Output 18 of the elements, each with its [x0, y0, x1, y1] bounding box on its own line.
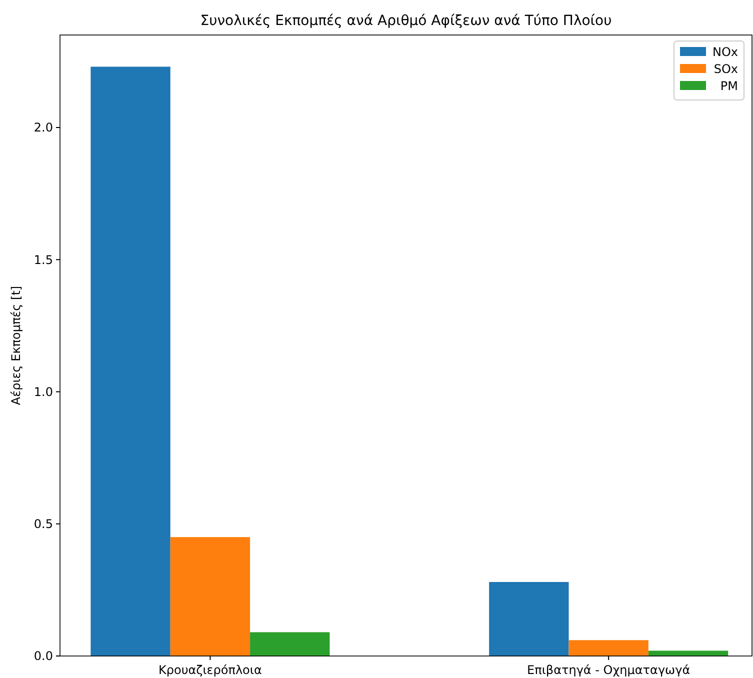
legend-label: PM: [720, 79, 738, 94]
bar: [568, 640, 648, 656]
chart-title: Συνολικές Εκπομπές ανά Αριθμό Αφίξεων ανά Τύπο Πλοίου: [200, 13, 612, 29]
y-tick-label: 1.5: [34, 252, 53, 267]
bar: [648, 650, 728, 656]
legend-label: NOx: [712, 45, 738, 60]
y-tick-label: 1.0: [34, 384, 53, 399]
bar: [90, 66, 170, 656]
x-tick-label: Κρουαζιερόπλοια: [158, 663, 262, 677]
bar: [489, 582, 569, 656]
bar: [170, 537, 250, 656]
y-tick-label: 2.0: [34, 120, 53, 135]
legend-label: SOx: [714, 62, 738, 76]
y-axis-title: Αέριες Εκπομπές [t]: [9, 286, 23, 406]
y-tick-label: 0.5: [34, 517, 53, 532]
y-tick-label: 0.0: [34, 649, 53, 664]
bar: [250, 632, 330, 656]
x-tick-label: Επιβατηγά - Οχηματαγωγά: [527, 663, 690, 677]
